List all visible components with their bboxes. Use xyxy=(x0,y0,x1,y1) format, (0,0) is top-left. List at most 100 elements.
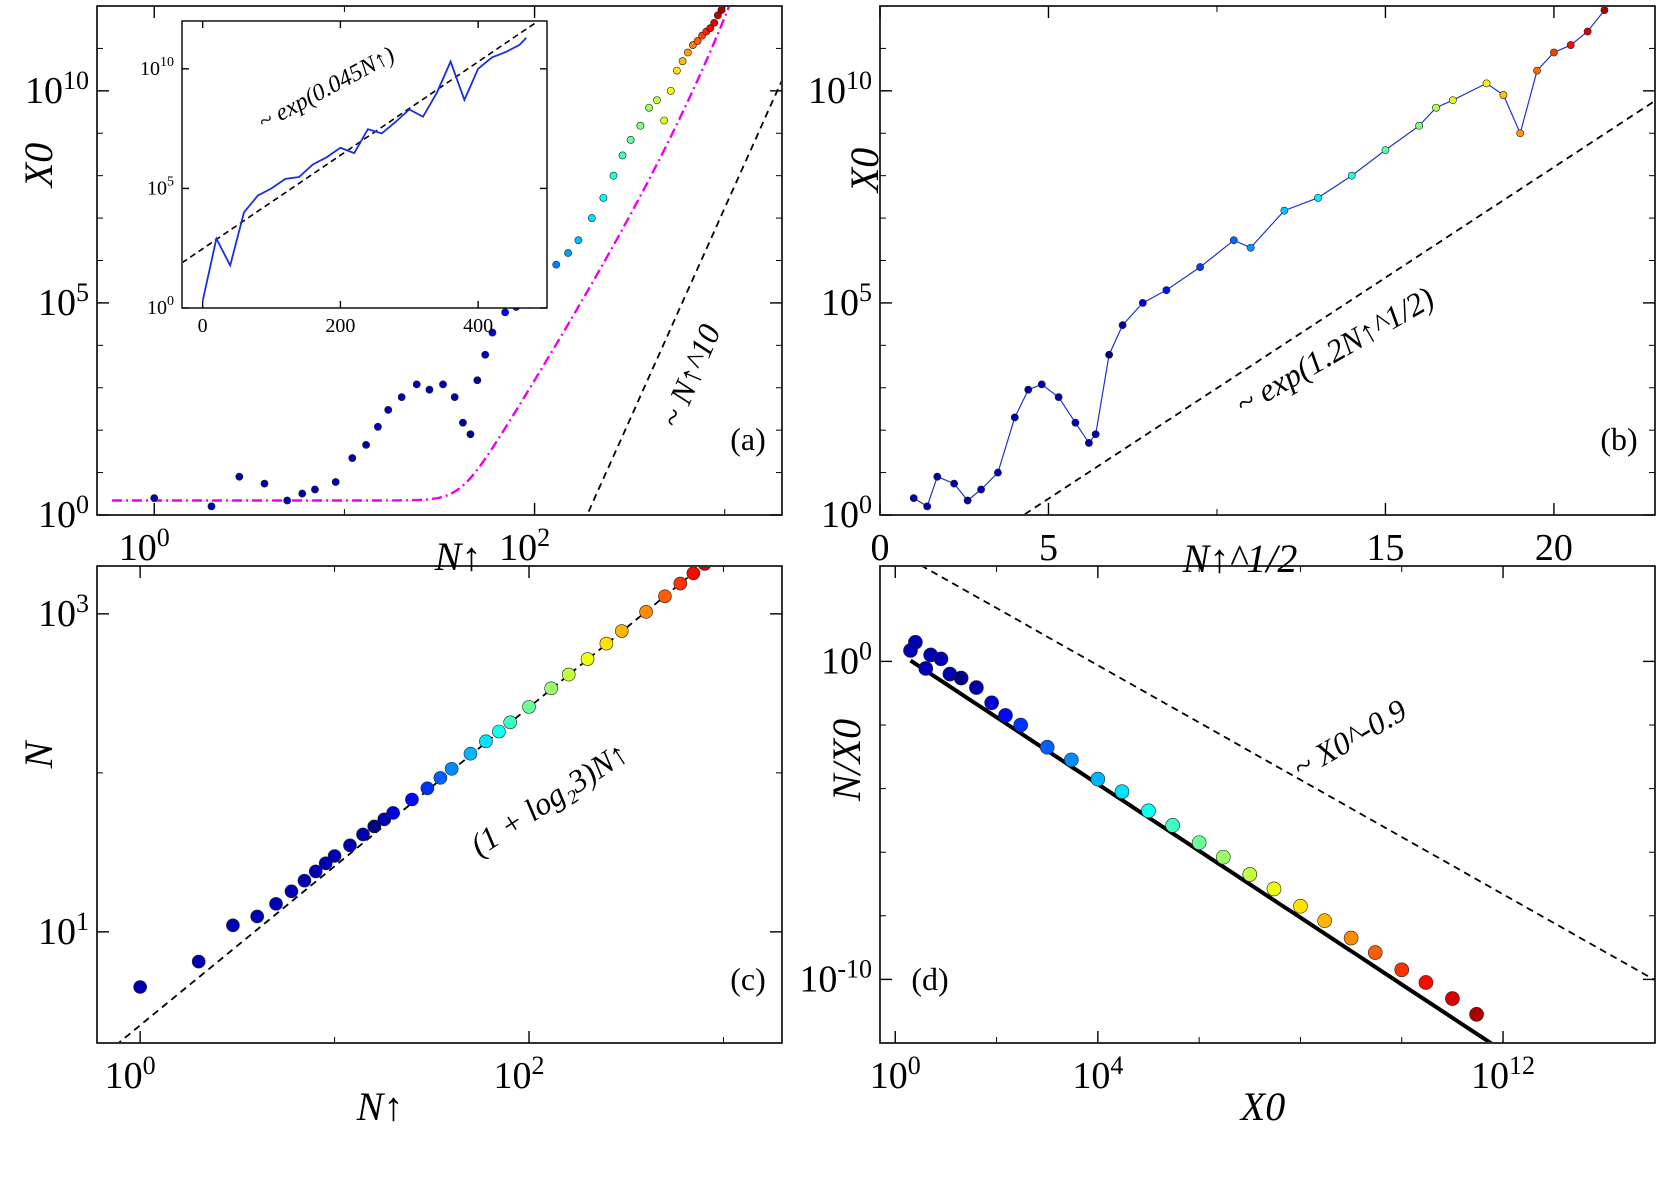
data-point xyxy=(653,96,661,105)
data-point xyxy=(708,549,721,562)
data-point xyxy=(1314,193,1322,202)
x-tick-label: 15 xyxy=(1366,527,1404,569)
data-point xyxy=(574,236,583,245)
data-point xyxy=(1499,91,1508,99)
data-point xyxy=(923,502,932,511)
data-point xyxy=(1105,350,1114,359)
power-law-guide-line-d xyxy=(921,567,1654,981)
data-point xyxy=(522,700,536,714)
data-point xyxy=(488,328,497,337)
panel-c: 100 102 101 103 (c) (1 + log₂3)N↑ N N↑ xyxy=(16,549,783,1129)
data-point xyxy=(903,643,918,658)
data-point xyxy=(463,746,478,761)
data-point xyxy=(1013,717,1029,733)
data-point xyxy=(909,494,918,503)
data-point xyxy=(1242,867,1258,882)
data-point xyxy=(1071,418,1080,427)
panel-c-ticks: 100 102 101 103 xyxy=(38,566,782,1097)
data-point xyxy=(658,589,672,604)
data-point xyxy=(444,762,459,776)
data-point xyxy=(698,567,711,571)
data-point xyxy=(1381,146,1390,155)
data-point xyxy=(433,771,448,785)
data-point xyxy=(710,18,719,27)
panel-b-frame xyxy=(879,5,1656,516)
data-point xyxy=(133,980,147,994)
y-tick-label: 100 xyxy=(821,490,872,536)
y-tick-label: 101 xyxy=(38,907,89,953)
data-point xyxy=(226,918,240,933)
data-point xyxy=(1583,27,1592,36)
data-point xyxy=(1010,413,1019,422)
panel-d-label: (d) xyxy=(911,961,948,997)
data-point xyxy=(1448,96,1457,105)
data-point xyxy=(1550,48,1558,57)
data-point xyxy=(1216,849,1231,865)
data-point xyxy=(1229,236,1238,245)
y-tick-label: 1010 xyxy=(140,55,174,80)
panel-b-data-line xyxy=(913,9,1605,508)
x-tick-label: 102 xyxy=(499,523,550,569)
panel-b: 0 5 15 20 100 105 1010 (b) ~ exp(1.2N↑^1/2) X0… xyxy=(808,5,1656,581)
data-point xyxy=(984,695,999,711)
data-point xyxy=(994,468,1002,477)
data-point xyxy=(1191,835,1207,850)
data-point xyxy=(706,24,715,33)
data-point xyxy=(235,472,244,481)
data-point xyxy=(1445,991,1460,1006)
x-tick-label: 400 xyxy=(463,315,493,337)
data-point xyxy=(367,819,382,834)
panel-a-ylabel: X0 xyxy=(16,143,61,189)
data-point xyxy=(318,856,333,871)
data-point xyxy=(269,897,283,911)
y-tick-label: 105 xyxy=(38,278,89,324)
data-point xyxy=(1162,286,1171,295)
data-point xyxy=(1118,321,1127,329)
data-point xyxy=(1085,439,1093,447)
y-tick-label: 105 xyxy=(821,278,872,324)
log2-annotation: (1 + log₂3)N↑ xyxy=(464,735,635,863)
power-law-guide-line xyxy=(586,80,781,514)
inset-exp-guide-line xyxy=(183,22,539,264)
data-point xyxy=(1418,975,1434,990)
data-point xyxy=(150,494,159,503)
data-point xyxy=(1054,393,1063,402)
data-point xyxy=(397,393,406,402)
data-point xyxy=(362,440,370,449)
data-point xyxy=(260,479,269,488)
panel-b-label: (b) xyxy=(1600,421,1637,457)
y-tick-label: 100 xyxy=(38,490,89,536)
panel-d-data-points xyxy=(903,634,1484,1022)
inset-data-line xyxy=(201,37,527,301)
data-point xyxy=(501,308,510,317)
panel-d: 100 104 1012 100 10-10 (d) ~ X0^-0.9 N/X0 X0 xyxy=(799,565,1656,1129)
panel-d-xlabel: X0 xyxy=(1239,1084,1285,1129)
data-point xyxy=(609,171,618,180)
data-point xyxy=(1343,930,1359,946)
y-tick-label: 1010 xyxy=(25,66,89,112)
data-point xyxy=(283,496,292,505)
data-point xyxy=(1064,752,1079,768)
x-tick-label: 20 xyxy=(1535,527,1573,569)
panel-a: 100 102 100 105 1010 (a) ~ N↑^10 X0 N↑ 0 200 4… xyxy=(16,5,783,579)
x-tick-label: 104 xyxy=(1072,1051,1123,1097)
data-point xyxy=(311,485,319,494)
data-point xyxy=(552,260,561,269)
data-point xyxy=(1114,784,1130,799)
data-point xyxy=(348,454,357,462)
panel-b-data-points xyxy=(909,7,1609,511)
inset-ticks: 0 200 400 100 105 1010 xyxy=(140,21,547,337)
data-point xyxy=(405,792,419,807)
exp-sqrt-guide-line xyxy=(1023,100,1654,514)
data-point xyxy=(1024,385,1033,394)
data-point xyxy=(191,954,206,969)
data-point xyxy=(503,715,517,730)
x-tick-label: 5 xyxy=(1039,527,1058,569)
data-point xyxy=(1347,171,1356,180)
data-point xyxy=(479,734,493,749)
data-point xyxy=(580,652,595,666)
data-point xyxy=(686,567,701,581)
data-point xyxy=(1317,913,1332,929)
